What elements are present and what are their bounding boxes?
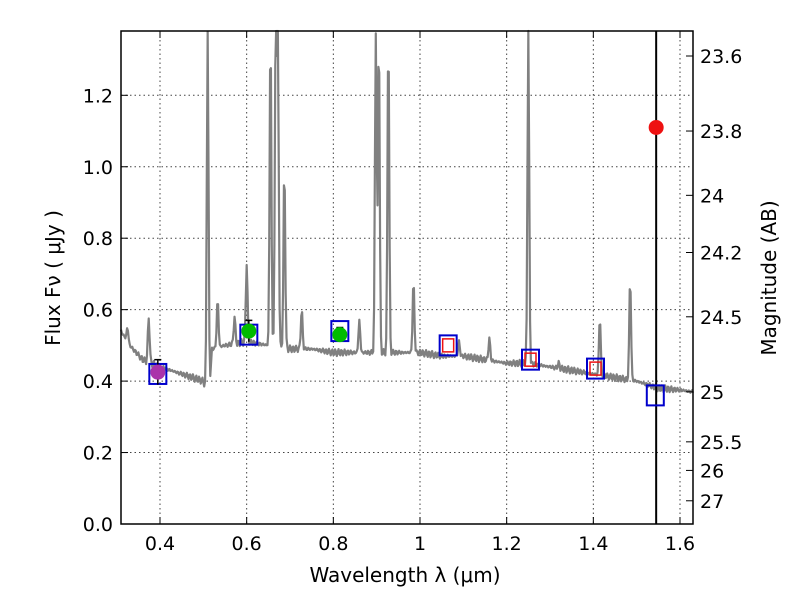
- data-point: [150, 364, 166, 380]
- y-tick-label: 1.2: [83, 85, 113, 107]
- spectrum-layer: [119, 29, 695, 394]
- magnitude-tick-label: 25: [700, 382, 724, 404]
- plot-frame: [120, 30, 694, 525]
- magnitude-tick-label: 24.2: [700, 242, 742, 264]
- magnitude-tick-label: 24: [700, 185, 724, 207]
- upper-limit-square: [524, 352, 537, 367]
- magnitude-tick-label: 27: [700, 491, 724, 513]
- model-photometry-square: [521, 348, 540, 371]
- tick-layer: 0.4 0.6 0.8 1 1.2 1.4 1.6 0.0 0.2 0.4 0.6 0.8 1.0 1.2…: [83, 31, 742, 555]
- x-tick-label: 1.2: [492, 533, 522, 555]
- upper-limit-square: [441, 338, 455, 353]
- y-right-axis-label: Magnitude (AB): [757, 200, 781, 355]
- y-tick-label: 0.6: [83, 300, 113, 322]
- model-photometry-square: [438, 334, 458, 357]
- magnitude-tick-label: 26: [700, 460, 724, 482]
- data-point: [241, 323, 257, 339]
- spectrum-line: [119, 29, 695, 394]
- x-tick-label: 1.4: [578, 533, 608, 555]
- y-tick-label: 0.4: [83, 371, 113, 393]
- x-tick-label: 1: [414, 533, 426, 555]
- magnitude-tick-label: 23.8: [700, 121, 742, 143]
- upper-limit-square: [589, 361, 602, 376]
- y-tick-label: 0.8: [83, 228, 113, 250]
- x-axis-label: Wavelength λ (μm): [309, 563, 500, 587]
- model-photometry-square: [586, 357, 605, 380]
- x-tick-label: 1.6: [665, 533, 695, 555]
- y-axis-label: Flux Fν ( μJy ): [41, 210, 65, 346]
- magnitude-tick-label: 23.6: [700, 46, 742, 68]
- model-photometry-square: [645, 384, 665, 407]
- magnitude-tick-label: 24.5: [700, 307, 742, 329]
- x-tick-label: 0.6: [232, 533, 262, 555]
- magnitude-tick-label: 25.5: [700, 432, 742, 454]
- x-tick-label: 0.8: [318, 533, 348, 555]
- frame-layer: [120, 30, 694, 525]
- y-tick-label: 0.0: [83, 514, 113, 536]
- data-point: [332, 327, 348, 343]
- x-tick-label: 0.4: [145, 533, 175, 555]
- y-tick-label: 0.2: [83, 443, 113, 465]
- marker-layer: [148, 31, 665, 524]
- data-point: [648, 119, 664, 135]
- y-tick-label: 1.0: [83, 157, 113, 179]
